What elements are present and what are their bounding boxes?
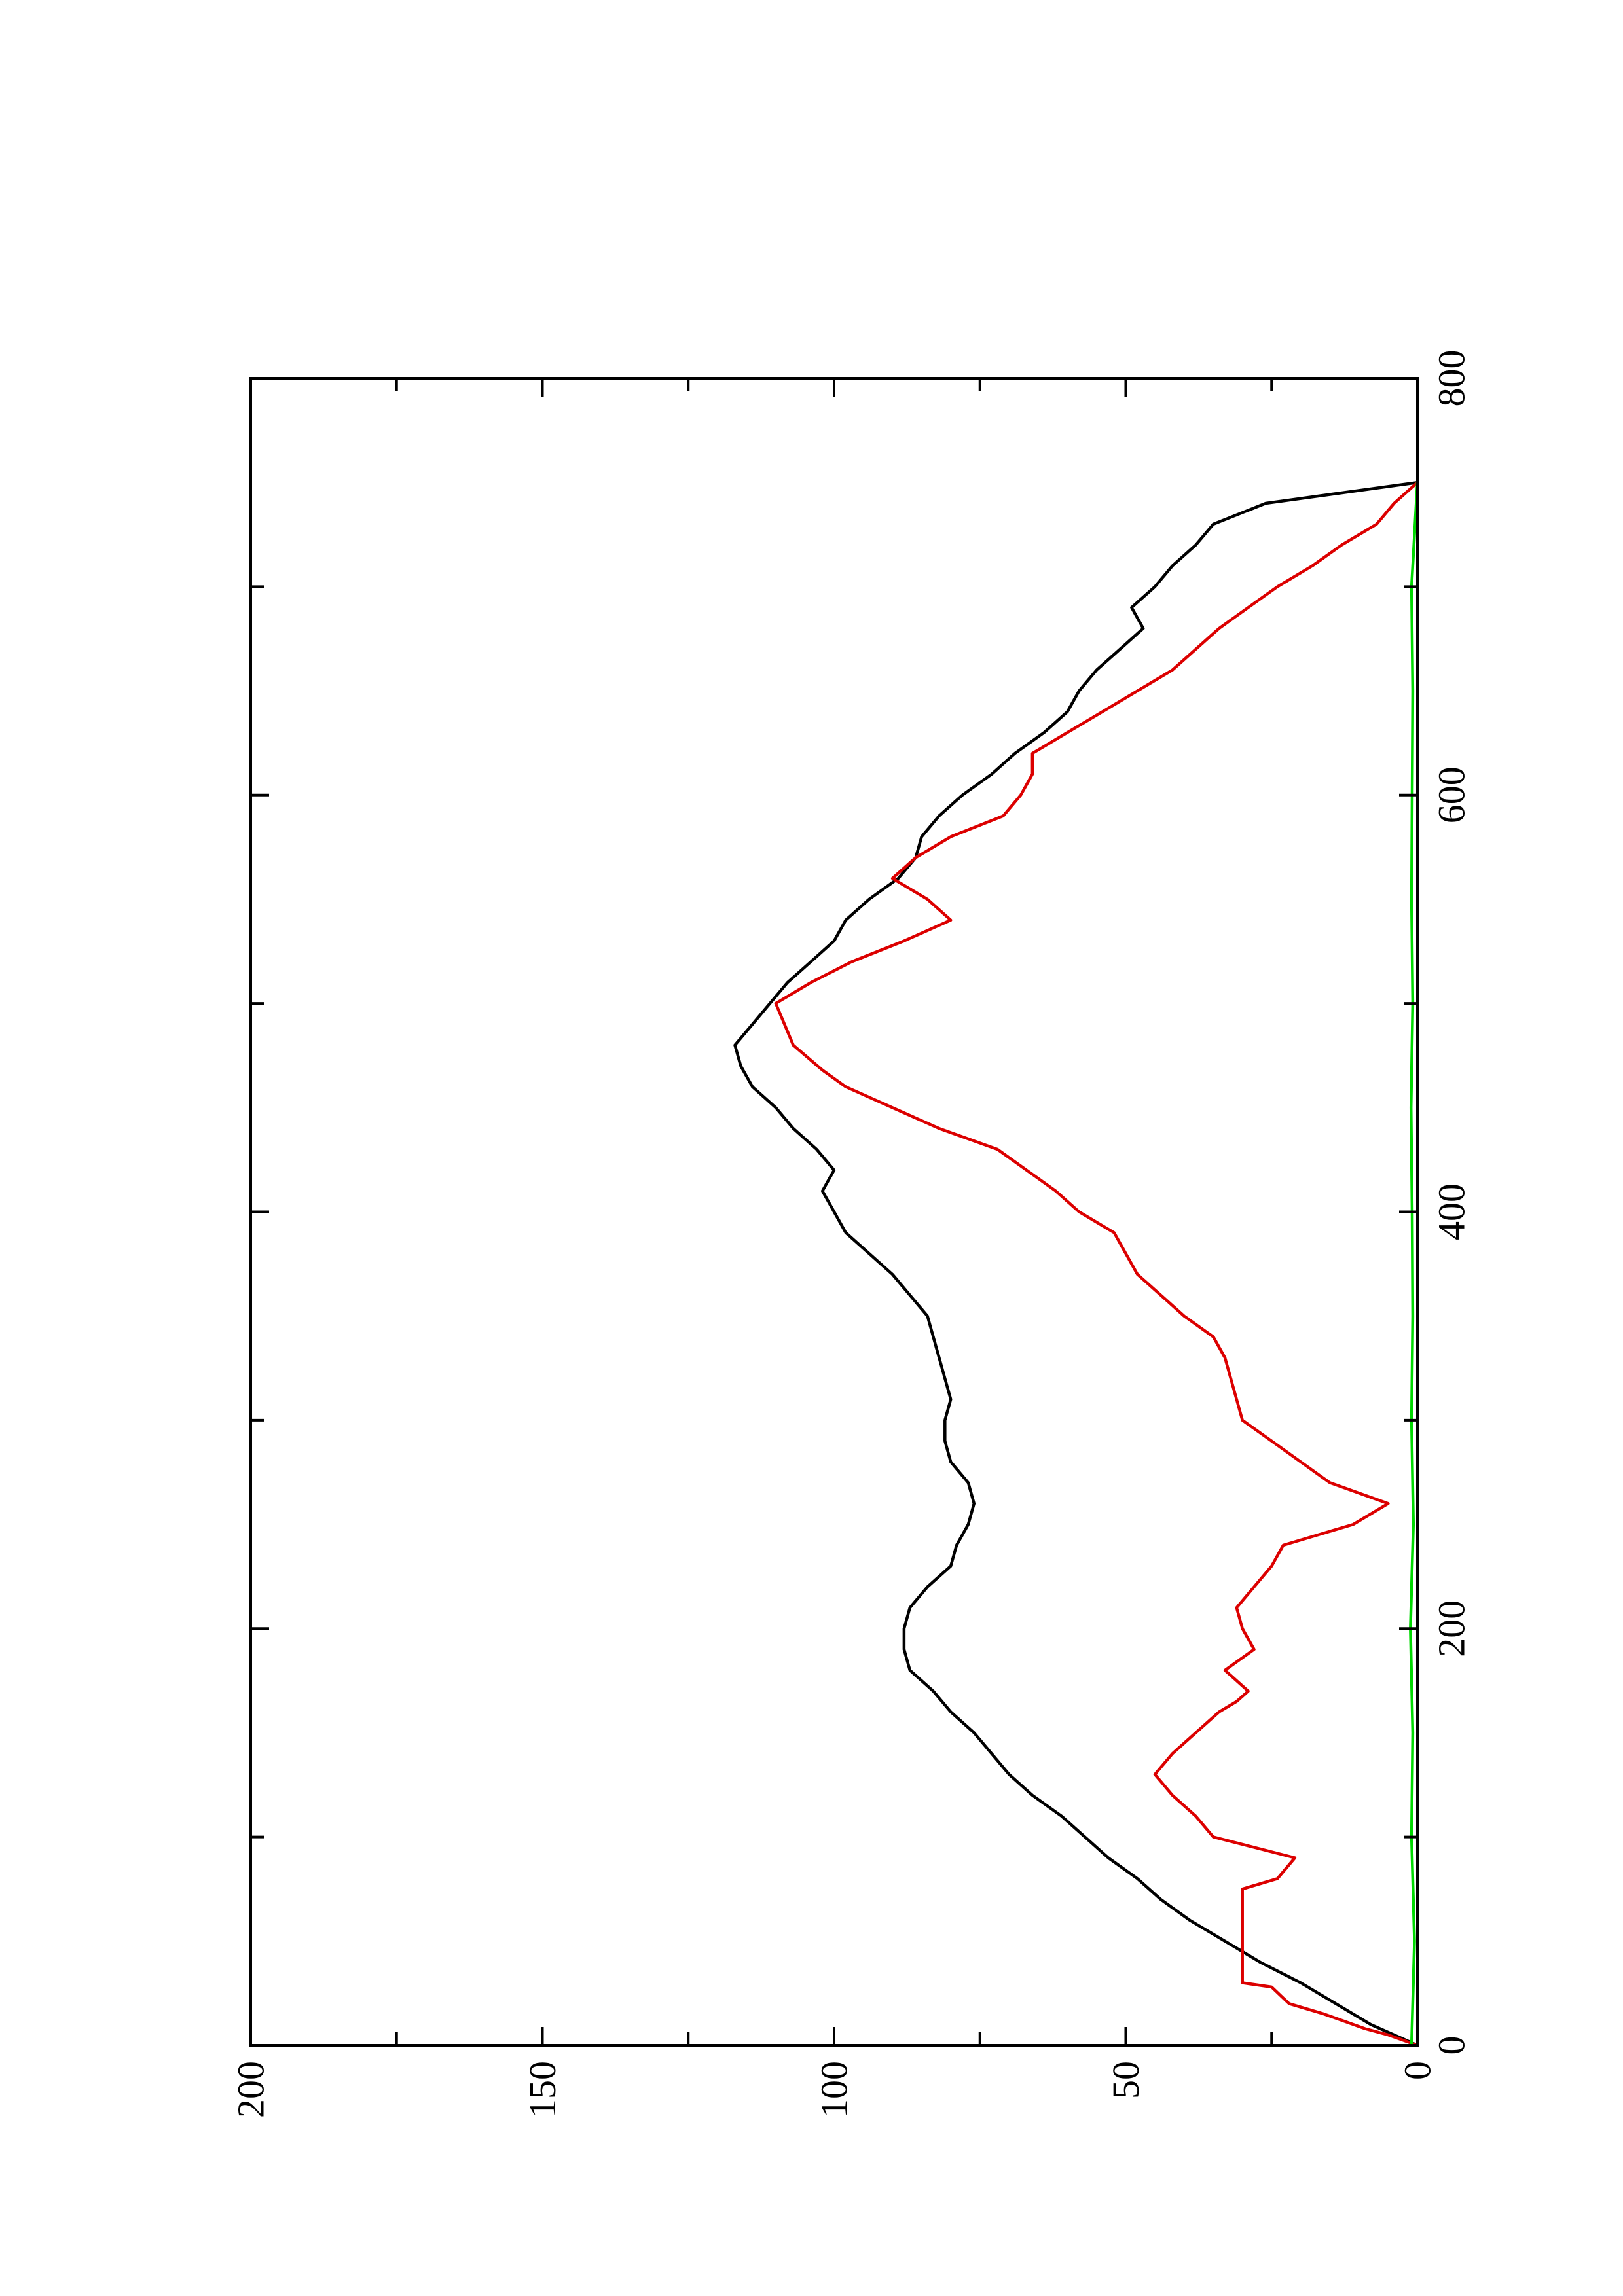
plot-area — [733, 480, 1419, 2047]
axis-ticks — [251, 378, 1417, 2045]
axis-tick-labels: 0 200 400 600 800 0 50 100 150 200 — [230, 350, 1473, 2119]
y-tick-label: 150 — [521, 2061, 564, 2118]
x-tick-label: 600 — [1431, 766, 1473, 823]
x-tick-label: 0 — [1431, 2036, 1473, 2055]
series-line-2 — [774, 480, 1419, 2047]
x-tick-label: 200 — [1431, 1600, 1473, 1657]
y-tick-label: 200 — [230, 2061, 272, 2118]
x-tick-label: 800 — [1431, 350, 1473, 407]
y-tick-label: 100 — [813, 2061, 856, 2118]
series-line-3 — [1409, 480, 1419, 2047]
x-tick-label: 400 — [1431, 1183, 1473, 1240]
series-line-1 — [733, 480, 1419, 2047]
y-tick-label: 0 — [1396, 2061, 1439, 2080]
y-tick-label: 50 — [1104, 2061, 1147, 2099]
